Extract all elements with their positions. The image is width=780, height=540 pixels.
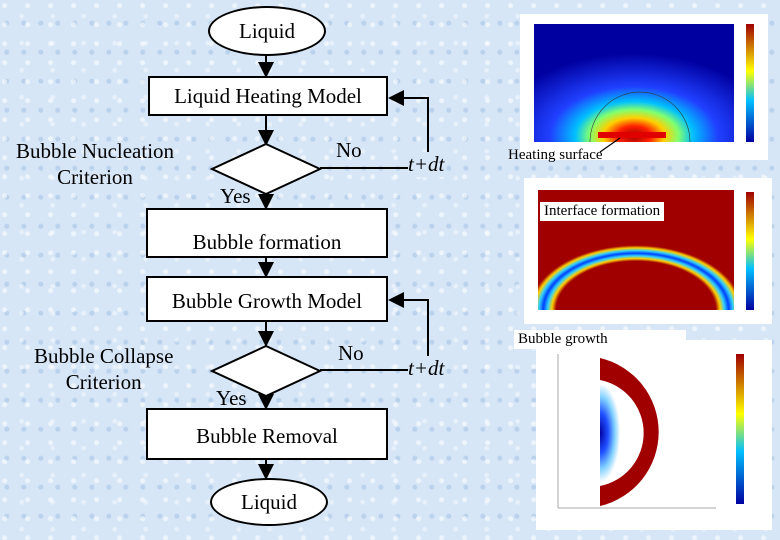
growth-contour-plot [557,354,744,509]
heater-strip [598,132,666,138]
colorbar-1 [746,24,754,142]
heating-figure [520,14,768,160]
heating-model-box: Liquid Heating Model [148,76,388,116]
loop2-label: t+dt [408,356,445,381]
bubble-formation-box: Bubble formation [146,208,388,258]
decision1-diamond [209,142,323,196]
arrow-loop2 [320,292,429,371]
decision2-no-label: No [338,341,364,365]
colorbar-2 [746,192,754,310]
decision1-no-label: No [336,138,362,162]
interface-caption: Interface formation [540,202,665,221]
heating-caption: Heating surface [508,147,603,163]
decision2-diamond [209,344,323,398]
collapse-criterion-label: Bubble Collapse Criterion [34,344,174,394]
arrow-loop1 [320,90,429,169]
bubble-removal-box: Bubble Removal [146,408,388,460]
heating-contour-plot [534,24,754,143]
interface-contour-plot [538,190,754,310]
start-terminal: Liquid [208,6,326,56]
decision1-yes-label: Yes [220,184,251,208]
growth-figure [536,340,772,530]
heating-pointer [599,137,621,153]
growth-caption: Bubble growth [514,330,686,349]
decision2-yes-label: Yes [216,386,247,410]
loop1-label: t+dt [408,152,445,177]
growth-model-box: Bubble Growth Model [146,276,388,322]
end-terminal: Liquid [210,478,328,526]
colorbar-3 [736,354,744,504]
nucleation-criterion-label: Bubble Nucleation Criterion [16,139,175,189]
interface-figure [524,178,772,324]
